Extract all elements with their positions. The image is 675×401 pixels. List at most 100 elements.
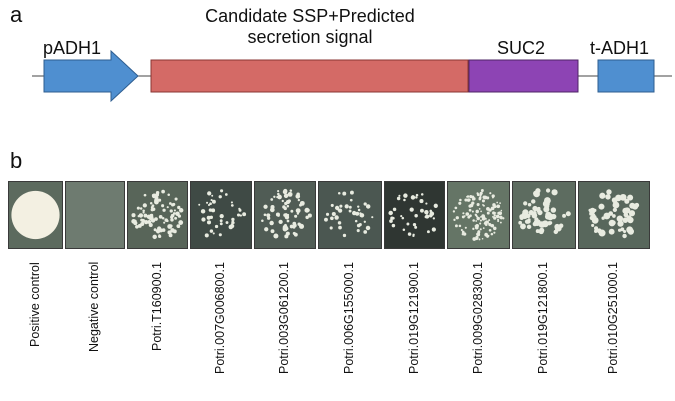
colony-dot — [371, 216, 374, 219]
colony-dot — [152, 234, 157, 240]
colony-dot — [261, 219, 264, 222]
colony-dot — [285, 231, 290, 236]
colony-dot — [500, 217, 503, 220]
colony-dot — [330, 216, 334, 221]
colony-dot — [466, 198, 471, 202]
colony-dot — [476, 216, 480, 221]
colony-dot — [593, 208, 597, 212]
colony-dot — [307, 213, 312, 218]
colony-dot — [608, 211, 614, 216]
colony-dot — [276, 195, 279, 199]
colony-dot — [424, 209, 429, 215]
colony-dot — [407, 232, 412, 236]
colony-dot — [294, 214, 298, 218]
colony-dot — [242, 212, 247, 217]
colony-dot — [337, 208, 343, 213]
colony-dot — [230, 201, 233, 204]
colony-spot — [11, 190, 60, 240]
colony-dot — [344, 204, 349, 209]
colony-dot — [281, 199, 284, 203]
colony-dot — [431, 227, 436, 232]
colony-dot — [161, 204, 165, 208]
colony-dot — [415, 196, 418, 199]
colony-dot — [296, 212, 300, 215]
colony-dot — [480, 210, 482, 213]
colony-dot — [230, 204, 234, 207]
colony-dot — [337, 221, 342, 225]
colony-dot — [523, 201, 528, 206]
colony-dot — [158, 198, 162, 202]
colony-dot — [154, 217, 157, 220]
colony-dot — [159, 229, 162, 232]
colony-dot — [429, 214, 433, 218]
colony-dot — [471, 210, 474, 213]
candidate-label-line2: secretion signal — [247, 26, 373, 47]
colony-dot — [348, 205, 352, 209]
colony-dot — [601, 216, 605, 220]
colony-dot — [493, 216, 497, 220]
colony-dot — [490, 206, 495, 211]
colony-dot — [392, 207, 397, 212]
colony-dot — [342, 191, 347, 196]
colony-dot — [363, 220, 366, 223]
colony-dot — [166, 219, 169, 223]
colony-dot — [391, 223, 396, 228]
colony-dot — [356, 223, 361, 228]
colony-dot — [173, 209, 176, 212]
colony-dot — [537, 206, 541, 211]
colony-dot — [472, 227, 475, 231]
colony-dot — [565, 211, 571, 217]
colony-dot — [263, 204, 268, 209]
colony-dot — [143, 213, 148, 218]
colony-dot — [425, 202, 428, 205]
colony-dot — [475, 215, 478, 218]
colony-dot — [479, 193, 482, 196]
colony-dot — [628, 229, 634, 235]
colony-dot — [158, 235, 162, 238]
colony-dot — [273, 233, 279, 239]
colony-dot — [142, 211, 145, 214]
colony-dot — [588, 208, 592, 212]
sample-label: Potri.003G061200.1 — [277, 262, 291, 374]
colony-dot — [545, 188, 551, 193]
colony-dot — [350, 190, 354, 195]
colony-dot — [330, 203, 334, 207]
colony-dot — [206, 220, 212, 225]
colony-dot — [166, 206, 169, 209]
colony-dot — [629, 202, 636, 209]
colony-dot — [277, 190, 280, 193]
colony-dot — [209, 229, 214, 233]
colony-dot — [622, 217, 629, 223]
promoter-arrow — [43, 49, 139, 103]
colony-dot — [138, 213, 144, 218]
colony-dot — [177, 225, 181, 228]
sample-label: Potri.006G155000.1 — [342, 262, 356, 374]
colony-dot — [479, 228, 482, 231]
colony-dot — [415, 193, 419, 197]
colony-dot — [210, 199, 213, 202]
colony-dot — [543, 206, 550, 213]
colony-dot — [454, 206, 458, 210]
colony-dot — [403, 193, 408, 198]
colony-dot — [178, 208, 184, 213]
colony-dot — [478, 208, 481, 210]
colony-dot — [284, 223, 287, 227]
colony-dot — [163, 221, 166, 224]
colony-dot — [270, 207, 275, 213]
colony-dot — [139, 207, 143, 210]
panel-a-letter: a — [10, 2, 23, 27]
colony-dot — [531, 199, 536, 204]
sample-label: Potri.007G006800.1 — [213, 262, 227, 374]
colony-dot — [283, 193, 289, 199]
colony-dot — [170, 218, 174, 222]
colony-dot — [489, 192, 492, 195]
colony-dot — [527, 218, 531, 222]
colony-dot — [218, 195, 222, 199]
colony-dot — [283, 188, 288, 194]
plate-image — [127, 181, 188, 249]
colony-dot — [207, 191, 212, 196]
colony-dot — [546, 213, 554, 221]
colony-dot — [206, 215, 211, 220]
colony-dot — [624, 198, 630, 204]
colony-dot — [349, 198, 353, 202]
